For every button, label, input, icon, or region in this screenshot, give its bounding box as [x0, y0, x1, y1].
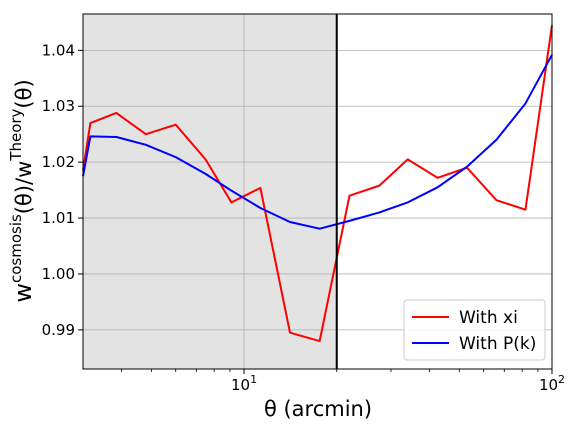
x-tick-label: 102: [539, 373, 565, 394]
legend-box: [403, 299, 546, 361]
shaded-region: [83, 14, 337, 369]
y-axis-label-text: wcosmosis(θ)/wTheory(θ): [7, 79, 37, 302]
y-label-w1: w: [9, 283, 37, 303]
y-label-mid: (θ)/w: [12, 161, 36, 214]
axes-frame: [82, 13, 553, 370]
y-label-end: (θ): [12, 79, 36, 108]
y-tick-label: 1.01: [42, 209, 75, 227]
x-tick-label: 101: [231, 373, 257, 394]
y-tick-label: 0.99: [42, 321, 75, 339]
y-tick-label: 1.03: [42, 97, 75, 115]
y-tick-label: 1.04: [42, 41, 75, 59]
y-tick-label: 1.02: [42, 153, 75, 171]
y-label-sup1: cosmosis: [7, 214, 25, 283]
legend-label-1: With xi: [459, 308, 518, 328]
y-tick-label: 1.00: [42, 265, 75, 283]
series-line-1: [82, 25, 553, 343]
legend-label-2: With P(k): [459, 334, 536, 354]
y-label-sup2: Theory: [7, 108, 25, 161]
series-line-2: [82, 54, 553, 230]
y-axis-label: wcosmosis(θ)/wTheory(θ): [7, 79, 37, 302]
plot-area: 0.99 1.00 1.01 1.02 1.03 1.04 101 102 With xi Wit…: [42, 13, 565, 394]
x-axis-label: θ (arcmin): [264, 397, 372, 421]
